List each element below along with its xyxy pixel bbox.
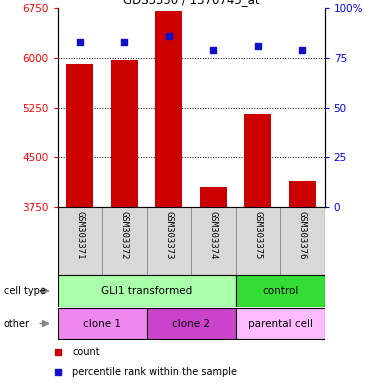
Text: clone 2: clone 2 [172, 318, 210, 329]
Bar [58, 207, 102, 275]
Title: GDS3550 / 1370745_at: GDS3550 / 1370745_at [123, 0, 259, 7]
Bar [66, 64, 93, 207]
Bar [236, 275, 325, 306]
Bar [147, 207, 191, 275]
Bar [102, 207, 147, 275]
Text: parental cell: parental cell [247, 318, 313, 329]
Point [210, 46, 216, 53]
Bar [289, 181, 316, 207]
Point [166, 33, 172, 39]
Bar [111, 60, 138, 207]
Text: GSM303373: GSM303373 [164, 211, 173, 259]
Bar [58, 308, 147, 339]
Text: control: control [262, 286, 298, 296]
Bar [280, 207, 325, 275]
Point [121, 38, 127, 45]
Text: other: other [4, 318, 30, 329]
Bar [58, 275, 236, 306]
Text: GSM303372: GSM303372 [120, 211, 129, 259]
Text: GSM303376: GSM303376 [298, 211, 307, 259]
Bar [191, 207, 236, 275]
Point [255, 43, 261, 49]
Bar [244, 114, 271, 207]
Text: GSM303375: GSM303375 [253, 211, 262, 259]
Text: GLI1 transformed: GLI1 transformed [101, 286, 192, 296]
Text: GSM303374: GSM303374 [209, 211, 218, 259]
Text: count: count [72, 347, 100, 357]
Bar [236, 207, 280, 275]
Bar [155, 11, 182, 207]
Bar [236, 308, 325, 339]
Text: clone 1: clone 1 [83, 318, 121, 329]
Bar [200, 187, 227, 207]
Point [299, 46, 305, 53]
Text: cell type: cell type [4, 286, 46, 296]
Point [77, 38, 83, 45]
Bar [147, 308, 236, 339]
Text: percentile rank within the sample: percentile rank within the sample [72, 367, 237, 377]
Text: GSM303371: GSM303371 [75, 211, 84, 259]
